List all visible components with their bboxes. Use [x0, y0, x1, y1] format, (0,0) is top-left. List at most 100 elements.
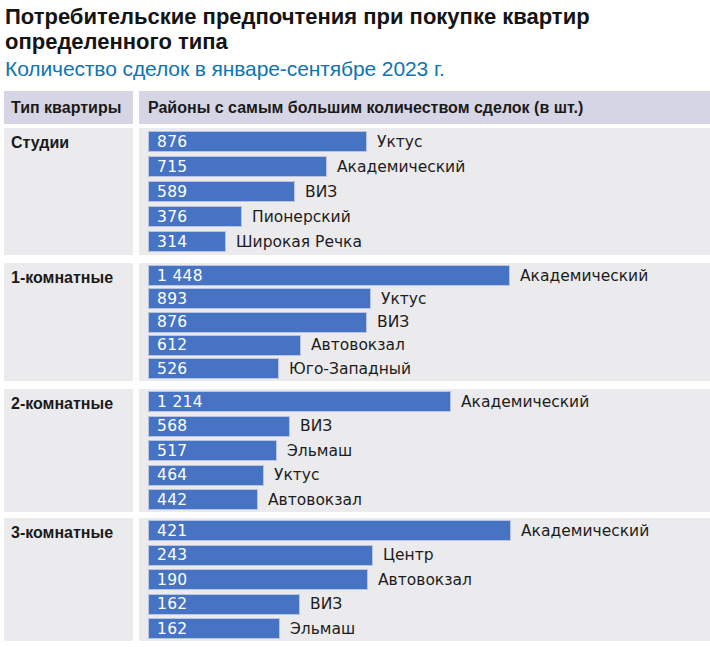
- bar-row: 526 Юго-Западный: [148, 358, 710, 379]
- bar: 190: [148, 569, 368, 590]
- bar-row: 464 Уктус: [148, 465, 710, 486]
- bar-row: 243 Центр: [148, 545, 710, 566]
- bar-row: 376 Пионерский: [148, 206, 710, 227]
- chart-title: Потребительские предпочтения при покупке…: [5, 4, 665, 54]
- bar: 421: [148, 520, 511, 541]
- bar-district-label: Академический: [520, 267, 648, 285]
- bar-row: 162 Эльмаш: [148, 618, 710, 639]
- bar: 376: [148, 206, 242, 227]
- bar-value: 1 448: [157, 267, 203, 285]
- group-bars: 421 Академический 243 Центр 190 Автовокзал 162…: [139, 518, 710, 641]
- bar-value: 243: [157, 546, 188, 564]
- bar-row: 715 Академический: [148, 156, 710, 177]
- group-category: 2-комнатные: [4, 389, 133, 512]
- bar: 589: [148, 181, 295, 202]
- chart-groups: Студии 876 Уктус 715 Академический 589 ВИЗ 376 П…: [0, 128, 710, 641]
- bar: 162: [148, 618, 280, 639]
- bar-district-label: Уктус: [377, 133, 423, 151]
- bar-district-label: Широкая Речка: [236, 233, 362, 251]
- chart-subtitle: Количество сделок в январе-сентябре 2023…: [5, 57, 710, 80]
- bar-district-label: Пионерский: [252, 208, 351, 226]
- group-row-3-комнатные: 3-комнатные 421 Академический 243 Центр 190 Ав…: [0, 518, 710, 641]
- group-bars: 1 448 Академический 893 Уктус 876 ВИЗ 612Автов…: [139, 263, 710, 381]
- bar-district-label: Центр: [383, 546, 434, 564]
- bar-district-label: Автовокзал: [378, 571, 472, 589]
- bar: 612: [148, 335, 301, 356]
- bar: 464: [148, 465, 264, 486]
- group-category: Студии: [4, 128, 133, 255]
- group-bars: 876 Уктус 715 Академический 589 ВИЗ 376 Пионерс…: [139, 128, 710, 255]
- bar-district-label: Эльмаш: [287, 442, 352, 460]
- bar: 876: [148, 131, 367, 152]
- bar: 715: [148, 156, 327, 177]
- bar-row: 893 Уктус: [148, 288, 710, 309]
- bar-district-label: ВИЗ: [377, 313, 409, 331]
- group-category: 3-комнатные: [4, 518, 133, 641]
- group-row-2-комнатные: 2-комнатные 1 214 Академический 568 ВИЗ 517 Эл…: [0, 389, 710, 512]
- bar-row: 421 Академический: [148, 520, 710, 541]
- bar-value: 421: [157, 522, 188, 540]
- bar-row: 162 ВИЗ: [148, 594, 710, 615]
- bar-district-label: Академический: [337, 158, 465, 176]
- group-bars: 1 214 Академический 568 ВИЗ 517 Эльмаш 464 Укту…: [139, 389, 710, 512]
- bar: 162: [148, 594, 300, 615]
- bar: 526: [148, 358, 279, 379]
- bar-district-label: Академический: [521, 522, 649, 540]
- bar-district-label: Уктус: [274, 466, 320, 484]
- bar: 568: [148, 416, 290, 437]
- bar-row: 876 ВИЗ: [148, 312, 710, 333]
- title-block: Потребительские предпочтения при покупке…: [0, 0, 710, 80]
- bar-district-label: Юго-Западный: [289, 360, 411, 378]
- bar-value: 464: [157, 466, 188, 484]
- bar-value: 162: [157, 595, 188, 613]
- bar-value: 190: [157, 571, 188, 589]
- bar-row: 1 214 Академический: [148, 391, 710, 412]
- bar-value: 876: [157, 133, 188, 151]
- bar: 893: [148, 288, 371, 309]
- bar: 442: [148, 489, 258, 510]
- bar-value: 162: [157, 620, 188, 638]
- bar-district-label: ВИЗ: [300, 417, 332, 435]
- table-header-row: Тип квартиры Районы с самым большим коли…: [0, 91, 710, 124]
- bar-value: 314: [157, 233, 188, 251]
- bar-value: 1 214: [157, 393, 203, 411]
- bar-value: 526: [157, 360, 188, 378]
- bar-district-label: Эльмаш: [290, 620, 355, 638]
- bar-district-label: Уктус: [381, 290, 427, 308]
- bar: 243: [148, 545, 373, 566]
- group-row-1-комнатные: 1-комнатные 1 448 Академический 893 Уктус 876…: [0, 263, 710, 381]
- bar-row: 1 448 Академический: [148, 265, 710, 286]
- group-category: 1-комнатные: [4, 263, 133, 381]
- bar-district-label: ВИЗ: [310, 595, 342, 613]
- bar: 517: [148, 440, 277, 461]
- bar-value: 517: [157, 442, 188, 460]
- bar: 1 448: [148, 265, 510, 286]
- bar-row: 876 Уктус: [148, 131, 710, 152]
- column-header-type: Тип квартиры: [4, 91, 133, 124]
- chart-table: Тип квартиры Районы с самым большим коли…: [0, 91, 710, 641]
- bar-value: 893: [157, 290, 188, 308]
- bar-row: 190 Автовокзал: [148, 569, 710, 590]
- bar-district-label: Автовокзал: [268, 491, 362, 509]
- column-header-districts: Районы с самым большим количеством сдело…: [139, 91, 710, 124]
- infographic: Потребительские предпочтения при покупке…: [0, 0, 710, 647]
- bar-value: 589: [157, 183, 188, 201]
- bar-row: 517 Эльмаш: [148, 440, 710, 461]
- bar: 1 214: [148, 391, 451, 412]
- bar: 314: [148, 231, 226, 252]
- bar-row: 612Автовокзал: [148, 335, 710, 356]
- bar-value: 568: [157, 417, 188, 435]
- bar-district-label: ВИЗ: [305, 183, 337, 201]
- bar-row: 442 Автовокзал: [148, 489, 710, 510]
- bar-row: 589 ВИЗ: [148, 181, 710, 202]
- bar-value: 715: [157, 158, 188, 176]
- bar-value: 442: [157, 491, 188, 509]
- bar: 876: [148, 312, 367, 333]
- bar-row: 314 Широкая Речка: [148, 231, 710, 252]
- bar-value: 376: [157, 208, 188, 226]
- group-row-Студии: Студии 876 Уктус 715 Академический 589 ВИЗ 376 П…: [0, 128, 710, 255]
- bar-row: 568 ВИЗ: [148, 416, 710, 437]
- bar-value: 612: [157, 336, 188, 354]
- bar-district-label: Академический: [461, 393, 589, 411]
- bar-value: 876: [157, 313, 188, 331]
